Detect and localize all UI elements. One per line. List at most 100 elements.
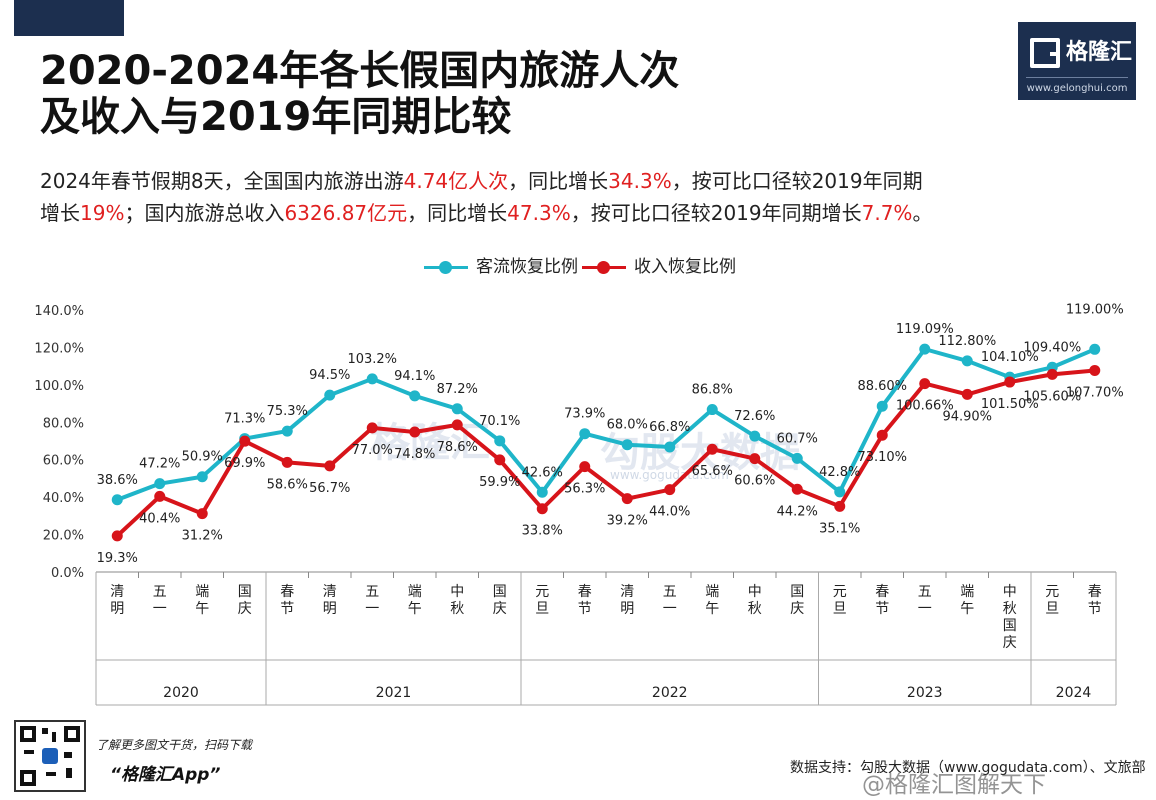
download-qr-code[interactable] xyxy=(14,720,86,792)
logo-divider xyxy=(1026,77,1128,78)
category-label: 春节 xyxy=(280,584,294,617)
revenue-data-point xyxy=(876,429,888,441)
category-label: 五一 xyxy=(918,584,932,617)
revenue-data-label: 44.2% xyxy=(777,504,818,519)
visitors-data-label: 119.00% xyxy=(1066,302,1124,317)
summary-text-part: ，按可比口径较2019年同期 xyxy=(671,169,923,193)
g-logo-icon xyxy=(1030,38,1060,68)
category-label: 中秋 xyxy=(450,584,464,617)
visitors-data-point xyxy=(706,404,718,416)
summary-text-part: 2024年春节假期8天，全国国内旅游出游 xyxy=(40,169,404,193)
visitors-data-point xyxy=(876,400,888,412)
visitors-data-label: 60.7% xyxy=(777,431,818,446)
revenue-data-label: 35.1% xyxy=(819,521,860,536)
visitors-data-label: 66.8% xyxy=(649,420,690,435)
revenue-data-label: 60.6% xyxy=(734,474,775,489)
revenue-data-point xyxy=(749,453,761,465)
category-label: 春节 xyxy=(1088,584,1102,617)
revenue-data-label: 78.6% xyxy=(437,440,478,455)
revenue-data-point xyxy=(111,530,123,542)
category-label: 端午 xyxy=(960,584,974,617)
visitors-data-label: 87.2% xyxy=(437,382,478,397)
legend-label: 客流恢复比例 xyxy=(476,257,578,277)
watermark-url: www.gogudata.com xyxy=(610,468,729,482)
revenue-data-label: 39.2% xyxy=(607,514,648,529)
revenue-data-point xyxy=(1089,364,1101,376)
summary-text-part: ，同比增长 xyxy=(407,201,508,225)
chart-legend: 客流恢复比例 收入恢复比例 xyxy=(0,255,1156,279)
visitors-data-label: 47.2% xyxy=(139,457,180,472)
visitors-data-point xyxy=(196,471,208,483)
visitors-series-line xyxy=(116,347,1096,502)
category-label: 端午 xyxy=(408,584,422,617)
revenue-data-point xyxy=(366,422,378,434)
qr-module xyxy=(42,728,48,734)
visitors-data-point xyxy=(791,452,803,464)
legend-marker-icon xyxy=(439,261,452,274)
revenue-data-point xyxy=(239,435,251,447)
revenue-data-point xyxy=(1004,376,1016,388)
summary-highlight: 7.7% xyxy=(861,201,913,225)
y-tick-label: 60.0% xyxy=(43,454,84,469)
revenue-data-label: 77.0% xyxy=(352,443,393,458)
visitors-data-label: 38.6% xyxy=(97,473,138,488)
revenue-data-point xyxy=(706,443,718,455)
year-label: 2023 xyxy=(907,685,943,701)
visitors-data-point xyxy=(409,390,421,402)
visitors-data-label: 103.2% xyxy=(347,352,397,367)
revenue-series-line xyxy=(115,368,1095,538)
page-title: 2020-2024年各长假国内旅游人次 及收入与2019年同期比较 xyxy=(40,48,800,140)
year-label: 2020 xyxy=(163,685,199,701)
revenue-data-label: 94.90% xyxy=(942,409,992,424)
data-source: 数据支持：勾股大数据（www.gogudata.com）、文旅部 xyxy=(790,760,1146,776)
revenue-data-point xyxy=(834,500,846,512)
category-label: 国庆 xyxy=(790,584,804,617)
revenue-data-label: 100.66% xyxy=(896,399,954,414)
category-label: 端午 xyxy=(705,584,719,617)
revenue-data-point xyxy=(791,483,803,495)
summary-highlight: 47.3% xyxy=(507,201,571,225)
visitors-data-label: 94.5% xyxy=(309,368,350,383)
visitors-data-label: 109.40% xyxy=(1023,340,1081,355)
header-accent-block xyxy=(14,0,124,36)
category-label: 国庆 xyxy=(493,584,507,617)
category-label: 清明 xyxy=(323,584,337,617)
visitors-data-label: 70.1% xyxy=(479,414,520,429)
qr-module xyxy=(46,772,56,776)
visitors-data-point xyxy=(749,430,761,442)
summary-text-part: ，按可比口径较2019年同期增长 xyxy=(570,201,862,225)
visitors-data-point xyxy=(494,435,506,447)
year-label: 2024 xyxy=(1056,685,1092,701)
summary-highlight: 4.74亿人次 xyxy=(403,169,509,193)
visitors-data-point xyxy=(621,439,633,451)
visitors-data-point xyxy=(664,441,676,453)
category-label: 元旦 xyxy=(833,584,847,617)
year-label: 2021 xyxy=(376,685,412,701)
category-label: 端午 xyxy=(195,584,209,617)
qr-module xyxy=(24,750,34,754)
revenue-data-label: 101.50% xyxy=(981,397,1039,412)
visitors-data-point xyxy=(281,425,293,437)
revenue-data-label: 19.3% xyxy=(97,551,138,566)
revenue-data-label: 73.10% xyxy=(857,450,907,465)
gelonghui-logo: 格隆汇 www.gelonghui.com xyxy=(1018,22,1136,100)
summary-text-part: ，同比增长 xyxy=(508,169,609,193)
category-label: 国庆 xyxy=(238,584,252,617)
summary-highlight: 19% xyxy=(80,201,125,225)
visitors-data-label: 104.10% xyxy=(981,350,1039,365)
revenue-data-point xyxy=(324,460,336,472)
revenue-data-label: 69.9% xyxy=(224,456,265,471)
visitors-data-label: 119.09% xyxy=(896,322,954,337)
qr-logo-icon xyxy=(42,748,58,764)
revenue-data-label: 59.9% xyxy=(479,475,520,490)
visitors-data-label: 68.0% xyxy=(607,418,648,433)
category-label: 元旦 xyxy=(1045,584,1059,617)
visitors-data-label: 71.3% xyxy=(224,412,265,427)
summary-highlight: 34.3% xyxy=(608,169,672,193)
category-label: 元旦 xyxy=(535,584,549,617)
legend-marker-icon xyxy=(597,261,610,274)
visitors-data-label: 72.6% xyxy=(734,409,775,424)
visitors-data-point xyxy=(834,486,846,498)
category-label: 五一 xyxy=(663,584,677,617)
revenue-data-label: 105.60% xyxy=(1023,389,1081,404)
